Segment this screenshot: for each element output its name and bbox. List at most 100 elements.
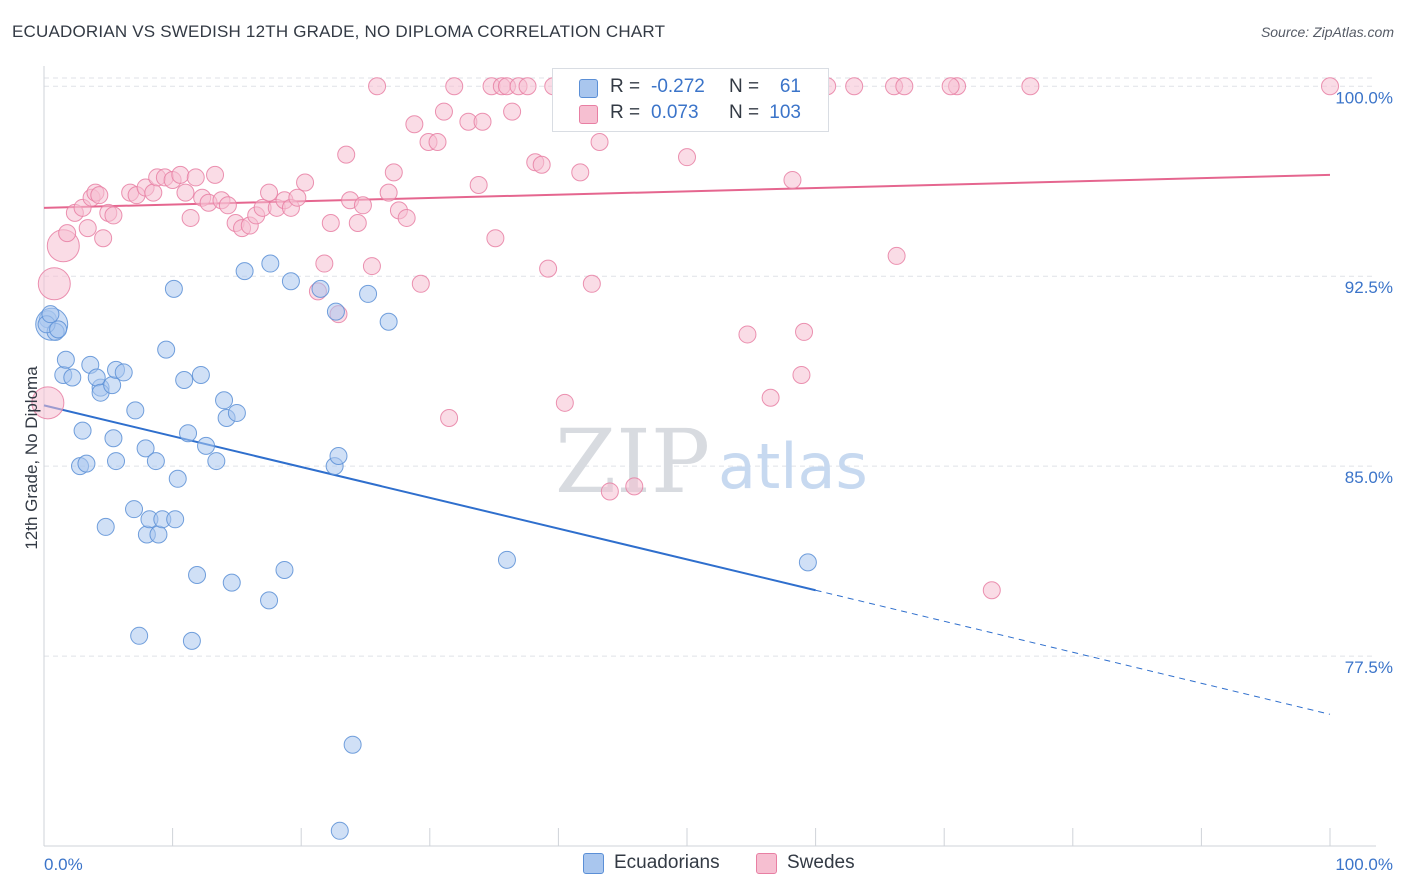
swede-point — [582, 274, 601, 293]
swede-point — [348, 214, 367, 233]
legend-n-label: N = — [729, 102, 760, 123]
x-tick-labels: 0.0% 100.0% — [44, 855, 1393, 874]
swede-point — [590, 132, 609, 151]
swede-point — [218, 196, 237, 215]
legend-n-value: 103 — [769, 102, 801, 123]
ecuadorian-point — [130, 626, 149, 645]
chart-title: ECUADORIAN VS SWEDISH 12TH GRADE, NO DIP… — [12, 22, 666, 41]
ecuadorian-point — [311, 279, 330, 298]
swede-point — [539, 259, 558, 278]
swede-point — [469, 176, 488, 195]
ecuadorians-trendline-extension — [815, 589, 1331, 715]
swede-point — [288, 188, 307, 207]
swede-point — [94, 229, 113, 248]
swede-point — [678, 148, 696, 167]
swede-point — [792, 365, 811, 384]
swede-point — [397, 208, 416, 227]
ecuadorians-trendline — [43, 404, 816, 592]
ecuadorian-point — [222, 573, 241, 592]
y-tick-label: 100.0% — [1335, 88, 1393, 107]
swede-point — [895, 77, 914, 96]
legend-r-label: R = — [610, 102, 641, 123]
ecuadorian-point — [49, 320, 68, 339]
swede-point — [144, 183, 163, 202]
swede-point — [260, 183, 279, 202]
legend-n-value: 61 — [779, 76, 801, 97]
ecuadorian-point — [77, 454, 96, 473]
swede-point — [761, 388, 780, 407]
ecuadorian-point — [359, 284, 378, 303]
swede-point — [440, 409, 459, 428]
swede-point — [503, 102, 522, 121]
ecuadorian-point — [260, 591, 279, 610]
swedes-swatch — [579, 105, 598, 124]
swede-point — [206, 165, 225, 184]
swede-point — [78, 219, 97, 238]
ecuadorian-point — [497, 550, 516, 569]
swede-point — [181, 208, 200, 227]
swede-point — [795, 322, 814, 341]
ecuadorian-point — [215, 391, 234, 410]
ecuadorian-point — [275, 560, 294, 579]
ecuadorian-point — [164, 279, 183, 298]
ecuadorian-point — [175, 371, 194, 390]
legend-r-value: -0.272 — [651, 76, 705, 97]
ecuadorian-point — [330, 821, 349, 840]
swede-point — [941, 77, 960, 96]
swede-point — [296, 173, 315, 192]
ecuadorian-point — [126, 401, 145, 420]
swede-point — [738, 325, 757, 344]
swede-point — [186, 168, 205, 187]
ecuadorian-point — [197, 436, 216, 455]
legend-r-label: R = — [610, 76, 641, 97]
swede-point — [428, 132, 447, 151]
swede-point — [518, 77, 537, 96]
legend-r-value: 0.073 — [651, 102, 699, 123]
ecuadorian-point — [87, 368, 106, 387]
legend-n-label: N = — [729, 76, 760, 97]
swede-point — [176, 183, 195, 202]
swede-point — [104, 206, 123, 225]
ecuadorian-point — [227, 403, 246, 422]
ecuadorians-swatch — [579, 79, 598, 98]
ecuadorian-point — [798, 553, 817, 572]
watermark: ZIP atlas — [555, 410, 868, 513]
x-tick-label: 0.0% — [44, 855, 83, 874]
swede-point — [31, 386, 65, 420]
swede-point — [405, 115, 424, 134]
y-tick-label: 85.0% — [1345, 468, 1393, 487]
swede-point — [321, 214, 340, 233]
swede-point — [353, 196, 372, 215]
swede-point — [473, 112, 492, 131]
swede-point — [379, 183, 398, 202]
swede-point — [783, 170, 802, 189]
swede-point — [368, 77, 387, 96]
watermark-atlas: atlas — [718, 430, 868, 503]
swede-point — [384, 163, 403, 182]
swede-point — [571, 163, 590, 182]
ecuadorian-point — [179, 424, 198, 443]
ecuadorian-point — [149, 525, 168, 544]
swede-point — [362, 257, 381, 276]
swede-point — [982, 581, 1001, 600]
ecuadorian-point — [166, 510, 185, 529]
axes — [43, 66, 1376, 847]
ecuadorian-point — [261, 254, 280, 273]
swede-point — [58, 224, 77, 243]
ecuadorian-point — [157, 340, 176, 359]
swede-point — [337, 145, 356, 164]
ecuadorian-point — [188, 566, 207, 585]
ecuadorian-point — [107, 452, 126, 471]
ecuadorians-legend-swatch — [583, 853, 604, 874]
ecuadorian-point — [329, 447, 348, 465]
swede-point — [90, 186, 109, 205]
swedes-legend-swatch — [756, 853, 777, 874]
x-tick-label: 100.0% — [1335, 855, 1393, 874]
correlation-legend: R = -0.272 N = 61 R = 0.073 N = 103 — [552, 68, 829, 132]
y-tick-label: 92.5% — [1345, 278, 1393, 297]
ecuadorian-point — [96, 517, 115, 536]
swede-point — [1021, 77, 1040, 96]
swede-point — [37, 267, 71, 301]
y-axis-label: 12th Grade, No Diploma — [22, 366, 41, 550]
swede-point — [887, 246, 906, 265]
